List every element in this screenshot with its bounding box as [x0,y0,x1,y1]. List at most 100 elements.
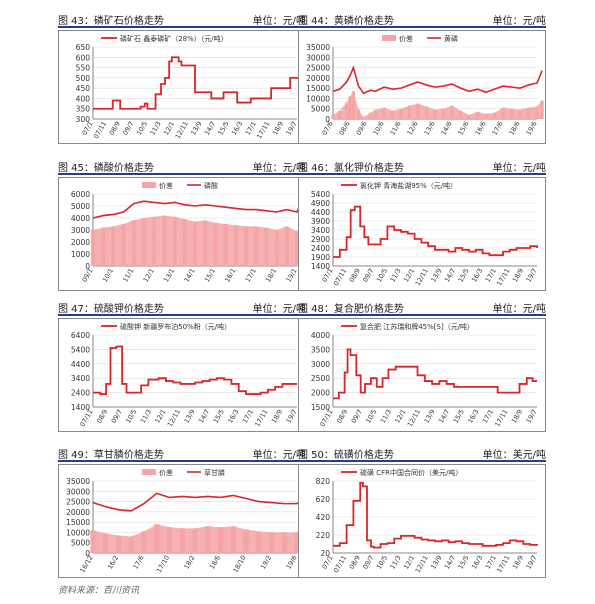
y-tick-label: 25000 [66,498,90,507]
y-tick-label: 2400 [311,244,330,253]
x-tick-label: 17/11 [495,554,511,574]
plot-frame: 300 350 400 450 500 550 600 650 07/1 07/11 08/9 09/… [58,30,306,144]
x-tick-label: 17/11 [255,120,271,140]
series-line-氯化钾 [333,205,538,258]
x-tick-label: 08/6 [337,120,351,137]
x-tick-label: 11/3 [379,408,393,425]
x-tick-label: 14/7 [443,267,457,284]
x-tick-label: 16/3 [226,408,240,425]
y-tick-label: 4900 [311,199,330,208]
y-tick-label: 5400 [311,190,330,199]
y-tick-label: 2400 [71,389,90,398]
x-tick-label: 14/7 [437,408,451,425]
plot-frame: 20 220 420 620 820 07/1 07/11 08/9 09/7 10/5 11/3 1… [298,464,546,578]
x-tick-label: 12/1 [153,408,167,425]
y-tick-label: 20000 [306,74,330,83]
series-line-复合肥 [333,348,537,400]
x-tick-label: 09/7 [121,120,135,137]
x-tick-label: 08/9 [108,120,122,137]
x-tick-label: 09/7 [361,267,375,284]
x-tick-label: 19/7 [284,408,298,425]
series-line-磷矿石 [93,56,305,110]
x-tick-label: 16/3 [470,267,484,284]
unit-label: 单位：美元/吨 [482,450,546,461]
x-tick-label: 13/9 [429,267,443,284]
spread-area [93,215,304,266]
x-tick-label: 09/6 [354,120,368,137]
legend-swatch-spread [382,35,396,41]
y-tick-label: 350 [76,105,91,114]
chart-panel-c47: 图 47：硫酸钾价格走势 单位：元/吨 1400 2400 3400 4400 5400 64… [58,298,306,432]
unit-label: 单位：元/吨 [252,304,306,315]
series-line-硫磺 [333,481,538,549]
x-tick-label: 11/3 [388,554,402,571]
x-tick-label: 07/11 [332,267,348,287]
panel-header: 图 43：磷矿石价格走势 单位：元/吨 [58,10,306,28]
y-tick-label: 6000 [71,190,90,199]
legend-swatch-spread [142,182,156,188]
x-tick-label: 16/3 [470,554,484,571]
chart-title: 图 48：复合肥价格走势 [298,304,404,315]
plot-frame: 1500 2000 2500 3000 3500 4000 07/11 08/9 09/7 10/… [298,318,546,432]
chart-panel-c46: 图 46：氯化钾价格走势 单位：元/吨 1400 1900 2400 2900 3400 39… [298,157,546,291]
panel-header: 图 49：草甘膦价格走势 单位：元/吨 [58,444,306,462]
chart-panel-c48: 图 48：复合肥价格走势 单位：元/吨 1500 2000 2500 3000 3500 40… [298,298,546,432]
y-tick-label: 300 [76,115,91,124]
unit-label: 单位：元/吨 [492,163,546,174]
y-tick-label: 820 [316,477,331,486]
x-tick-label: 18/9 [270,408,284,425]
panel-header: 图 44：黄磷价格走势 单位：元/吨 [298,10,546,28]
chart-title: 图 50：硫磺价格走势 [298,450,394,461]
x-tick-label: 17/1 [481,408,495,425]
chart-title: 图 44：黄磷价格走势 [298,16,394,27]
y-tick-label: 550 [76,64,91,73]
x-tick-label: 17/6 [131,554,145,571]
x-tick-label: 18/10 [231,554,247,574]
y-tick-label: 1400 [71,403,90,412]
x-tick-label: 12/11 [166,408,182,428]
x-tick-label: 15/5 [212,408,226,425]
plot-frame: 1400 1900 2400 2900 3400 3900 4400 4900 5400 07/1… [298,177,546,291]
y-tick-label: 4000 [311,331,330,340]
x-tick-label: 14/7 [443,554,457,571]
legend-swatch-spread [142,469,156,475]
x-tick-label: 11/3 [139,408,153,425]
x-tick-label: 17/10 [155,554,171,574]
y-tick-label: 620 [316,495,331,504]
y-tick-label: 3900 [311,217,330,226]
spread-area [333,91,543,119]
x-tick-label: 12/11 [406,408,422,428]
chart-title: 图 46：氯化钾价格走势 [298,163,404,174]
x-tick-label: 19/7 [524,408,538,425]
series-line-草甘膦 [92,492,305,512]
x-tick-label: 15/1 [203,267,217,284]
x-tick-label: 18/9 [510,408,524,425]
x-tick-label: 13/6 [422,120,436,137]
x-tick-label: 11/3 [148,120,162,137]
y-tick-label: 15000 [306,84,330,93]
x-tick-label: 17/11 [493,408,509,428]
legend-label: 硫磺 CFR中国合同价（美元/吨） [360,468,462,477]
x-tick-label: 08/9 [335,408,349,425]
x-tick-label: 16/3 [230,120,244,137]
plot-frame: 0 1000 2000 3000 4000 5000 6000 09/1 10/1 11/1 12/… [58,177,306,291]
unit-label: 单位：元/吨 [492,16,546,27]
y-tick-label: 220 [316,531,331,540]
y-tick-label: 400 [76,94,91,103]
unit-label: 单位：元/吨 [252,450,306,461]
x-tick-label: 17/6 [490,120,504,137]
y-tick-label: 3000 [71,226,90,235]
panel-header: 图 47：硫酸钾价格走势 单位：元/吨 [58,298,306,316]
y-tick-label: 10000 [306,94,330,103]
x-tick-label: 16/1 [223,267,237,284]
x-tick-label: 18/1 [264,267,278,284]
y-tick-label: 35000 [306,43,330,52]
x-tick-label: 09/7 [110,408,124,425]
x-tick-label: 10/5 [135,120,149,137]
legend-label: 价差 [159,181,173,190]
panel-header: 图 46：氯化钾价格走势 单位：元/吨 [298,157,546,175]
x-tick-label: 10/5 [375,554,389,571]
